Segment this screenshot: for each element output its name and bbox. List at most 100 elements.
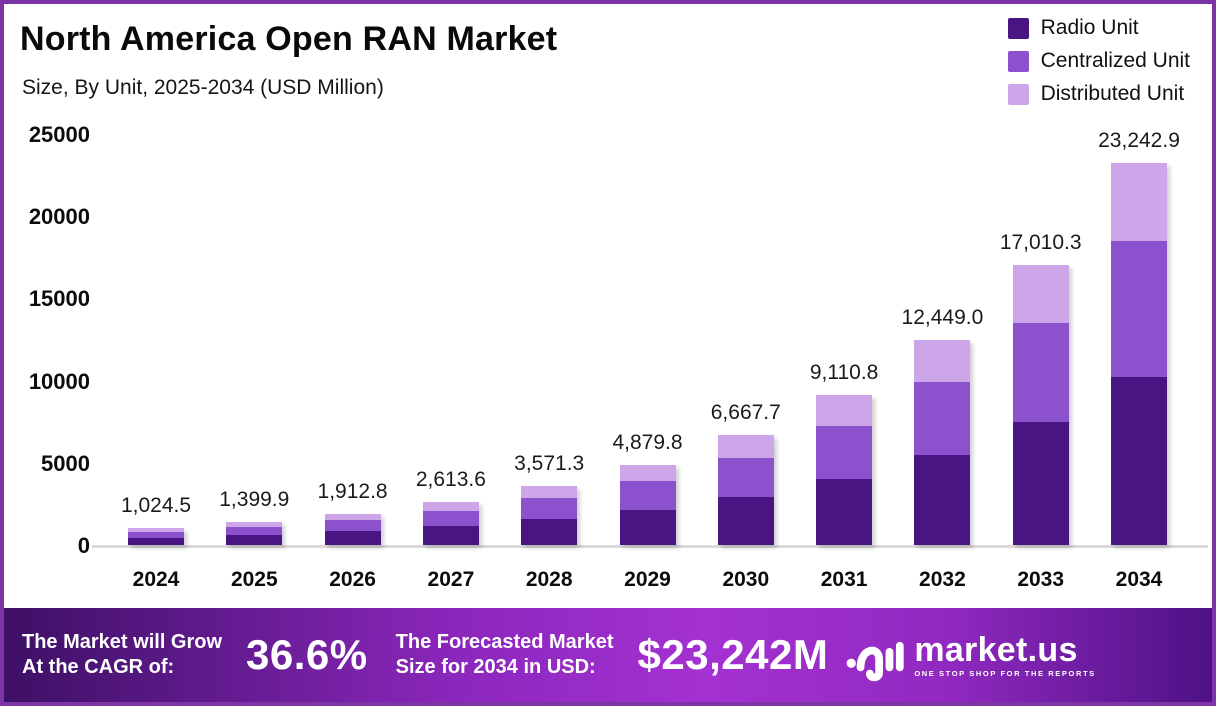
bar-segment-centralized-unit [226, 526, 283, 535]
stacked-bar-2032 [914, 340, 971, 545]
bar-segment-distributed-unit [816, 395, 873, 426]
x-tick-label: 2027 [427, 568, 475, 591]
bar-value-label: 1,912.8 [317, 479, 388, 503]
cagr-label-line1: The Market will Grow [22, 631, 223, 653]
x-tick-label: 2028 [525, 568, 573, 591]
legend-label: Radio Unit [1040, 16, 1139, 39]
forecast-label-line1: The Forecasted Market [395, 631, 614, 653]
forecast-value: $23,242M [637, 631, 829, 678]
x-tick-label: 2029 [624, 568, 671, 591]
legend-item-distributed-unit: Distributed Unit [1007, 82, 1190, 106]
bar-segment-centralized-unit [619, 481, 676, 510]
y-tick-label: 15000 [28, 286, 90, 312]
bar-segment-centralized-unit [324, 519, 381, 532]
stacked-bar-2029 [619, 464, 676, 545]
bar-segment-radio-unit [914, 454, 971, 545]
x-tick-label: 2025 [230, 568, 278, 591]
x-tick-label: 2026 [329, 568, 376, 591]
x-tick-label: 2034 [1115, 568, 1163, 591]
bar-segment-centralized-unit [816, 425, 873, 480]
legend-label: Distributed Unit [1040, 82, 1185, 105]
legend-label: Centralized Unit [1040, 49, 1190, 72]
bar-segment-radio-unit [324, 531, 381, 545]
bar-segment-centralized-unit [717, 457, 774, 497]
bar-segment-centralized-unit [1012, 322, 1069, 422]
bar-segment-centralized-unit [914, 382, 971, 455]
bar-segment-radio-unit [128, 537, 184, 545]
brand-text: market.us ONE STOP SHOP FOR THE REPORTS [914, 633, 1095, 678]
x-tick-label: 2032 [919, 568, 966, 591]
bar-segment-radio-unit [422, 526, 479, 545]
bar-segment-radio-unit [619, 509, 676, 545]
legend-item-radio-unit: Radio Unit [1007, 16, 1190, 40]
bar-segment-radio-unit [717, 496, 774, 545]
y-tick-label: 5000 [41, 450, 90, 476]
stacked-bar-2025 [226, 521, 283, 545]
legend-swatch [1007, 83, 1029, 105]
stacked-bar-2030 [717, 435, 774, 545]
brand-lockup: market.us ONE STOP SHOP FOR THE REPORTS [844, 626, 1095, 684]
bar-value-label: 23,242.9 [1098, 128, 1180, 152]
bar-segment-distributed-unit [1111, 162, 1167, 242]
footer-banner: The Market will Grow At the CAGR of: 36.… [4, 608, 1212, 702]
bar-segment-distributed-unit [422, 502, 479, 511]
y-tick-label: 10000 [28, 368, 90, 394]
stacked-bar-2027 [422, 502, 479, 545]
x-tick-label: 2030 [722, 568, 770, 591]
stacked-bar-2034 [1111, 162, 1167, 545]
legend-swatch [1007, 50, 1029, 72]
bar-segment-distributed-unit [717, 435, 774, 458]
bar-segment-centralized-unit [422, 510, 479, 527]
bar-value-label: 17,010.3 [999, 231, 1082, 255]
forecast-label-line2: Size for 2034 in USD: [395, 656, 596, 678]
stacked-bar-2024 [128, 528, 184, 545]
y-tick-label: 25000 [28, 122, 90, 147]
bar-value-label: 1,399.9 [219, 487, 290, 511]
y-tick-label: 0 [77, 533, 90, 558]
bar-value-label: 4,879.8 [612, 430, 683, 454]
x-axis-line [92, 545, 1208, 548]
brand-name: market.us [914, 630, 1078, 669]
x-tick-label: 2031 [820, 568, 868, 591]
x-tick-label: 2024 [132, 568, 180, 591]
legend-swatch [1007, 17, 1029, 39]
bar-segment-distributed-unit [128, 528, 184, 532]
brand-tagline: ONE STOP SHOP FOR THE REPORTS [914, 668, 1096, 678]
bar-segment-centralized-unit [128, 531, 184, 538]
bar-segment-centralized-unit [521, 498, 578, 520]
stacked-bar-2033 [1012, 265, 1069, 545]
bar-segment-distributed-unit [914, 340, 971, 383]
bar-segment-distributed-unit [226, 521, 283, 527]
legend-item-centralized-unit: Centralized Unit [1007, 49, 1190, 73]
bar-value-label: 1,024.5 [120, 494, 192, 518]
y-tick-label: 20000 [28, 204, 90, 230]
bar-segment-radio-unit [1111, 376, 1167, 545]
market-us-logo-icon [846, 641, 904, 682]
forecast-label: The Forecasted Market Size for 2034 in U… [396, 630, 614, 680]
bar-value-label: 12,449.0 [901, 306, 984, 330]
bar-segment-radio-unit [226, 534, 283, 545]
x-tick-label: 2033 [1017, 568, 1065, 591]
stacked-bar-2031 [816, 395, 873, 545]
bar-value-label: 2,613.6 [415, 468, 486, 492]
bar-chart-plot: 0 5000 10000 15000 20000 25000 1,024.5 1,399.9… [4, 4, 1212, 616]
bar-segment-distributed-unit [324, 513, 381, 520]
bar-value-label: 6,667.7 [710, 401, 781, 425]
page-subtitle: Size, By Unit, 2025-2034 (USD Million) [22, 76, 384, 99]
bar-value-label: 3,571.3 [514, 452, 585, 476]
cagr-label: The Market will Grow At the CAGR of: [22, 630, 222, 680]
bar-segment-radio-unit [1012, 421, 1069, 545]
legend: Radio Unit Centralized Unit Distributed Un… [1007, 16, 1190, 106]
page-title: North America Open RAN Market [20, 20, 558, 58]
cagr-label-line2: At the CAGR of: [22, 656, 175, 678]
bar-segment-radio-unit [521, 519, 578, 545]
stacked-bar-2028 [521, 486, 578, 545]
cagr-value: 36.6% [246, 631, 368, 678]
bar-segment-distributed-unit [619, 464, 676, 482]
stacked-bar-2026 [324, 513, 381, 545]
bar-segment-distributed-unit [521, 486, 578, 499]
bar-value-label: 9,110.8 [809, 361, 879, 385]
bar-segment-centralized-unit [1111, 241, 1167, 377]
bar-segment-radio-unit [816, 479, 873, 545]
